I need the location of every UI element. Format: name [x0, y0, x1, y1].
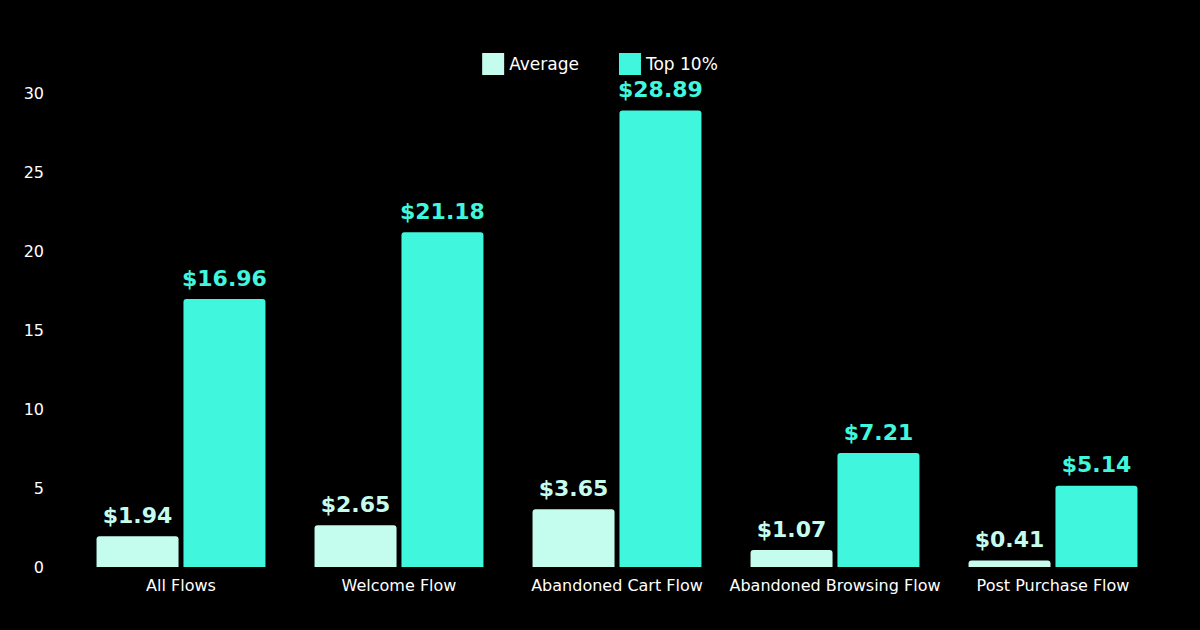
svg-text:$7.21: $7.21 [844, 420, 914, 445]
svg-text:$21.18: $21.18 [400, 199, 485, 224]
svg-text:30: 30 [24, 84, 44, 103]
svg-text:Abandoned Browsing Flow: Abandoned Browsing Flow [730, 576, 941, 595]
svg-text:10: 10 [24, 400, 44, 419]
svg-text:Top 10%: Top 10% [645, 54, 718, 74]
svg-text:$28.89: $28.89 [618, 77, 703, 102]
svg-text:All Flows: All Flows [146, 576, 216, 595]
svg-text:$2.65: $2.65 [321, 492, 391, 517]
svg-text:15: 15 [24, 321, 44, 340]
svg-text:$0.41: $0.41 [975, 527, 1045, 552]
svg-text:20: 20 [24, 242, 44, 261]
svg-text:Average: Average [509, 54, 579, 74]
svg-text:Post Purchase Flow: Post Purchase Flow [977, 576, 1130, 595]
svg-text:5: 5 [34, 479, 44, 498]
svg-text:Abandoned Cart Flow: Abandoned Cart Flow [531, 576, 703, 595]
svg-text:$1.07: $1.07 [757, 517, 827, 542]
svg-text:$3.65: $3.65 [539, 476, 609, 501]
svg-text:$1.94: $1.94 [103, 503, 173, 528]
svg-text:0: 0 [34, 558, 44, 577]
svg-text:$5.14: $5.14 [1062, 452, 1132, 477]
svg-text:Welcome Flow: Welcome Flow [342, 576, 457, 595]
svg-text:25: 25 [24, 163, 44, 182]
svg-text:$16.96: $16.96 [182, 266, 267, 291]
